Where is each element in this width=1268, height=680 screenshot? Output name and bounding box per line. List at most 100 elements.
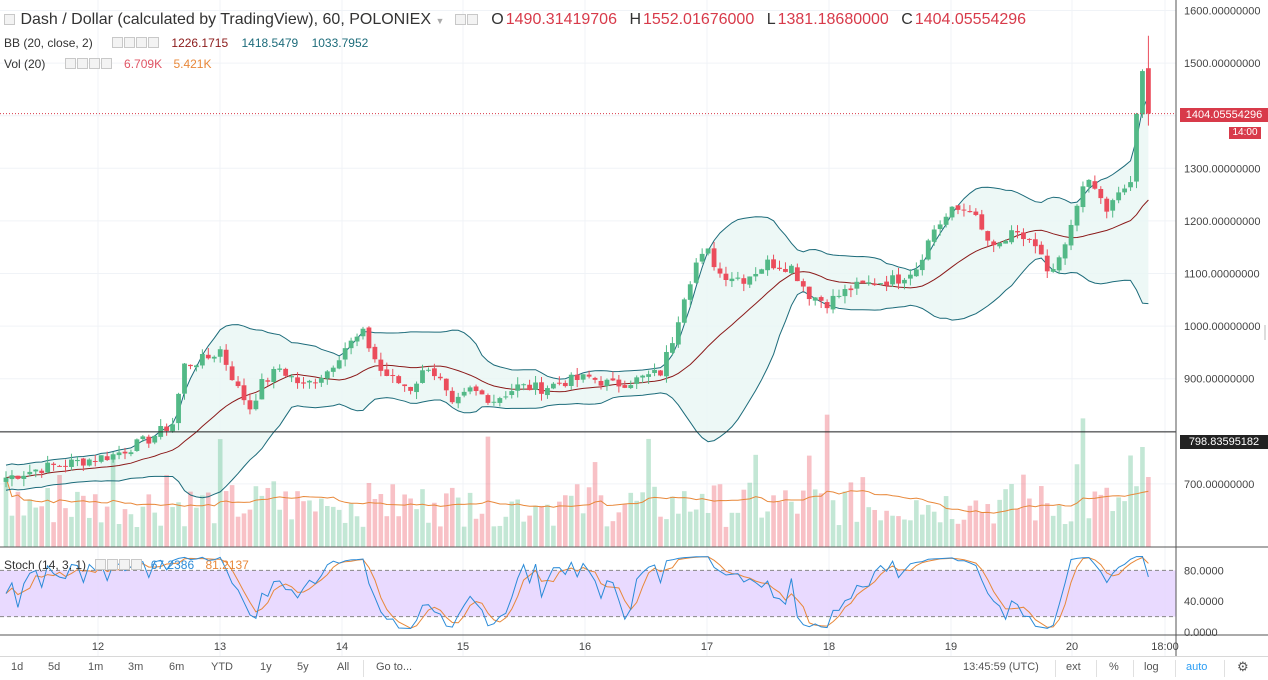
volume-bar <box>860 477 866 547</box>
volume-bar <box>914 500 919 547</box>
eye-icon[interactable] <box>454 14 466 25</box>
candle-body <box>919 259 925 271</box>
volume-bar <box>45 488 50 547</box>
volume-bar <box>783 490 788 547</box>
candle-body <box>652 369 657 373</box>
volume-bar <box>842 491 848 547</box>
range-1y-button[interactable]: 1y <box>260 661 272 673</box>
plus-icon[interactable] <box>119 559 131 570</box>
candle-body <box>366 327 372 349</box>
volume-bar <box>295 491 300 547</box>
time-axis-label: 18 <box>823 641 835 653</box>
range-5y-button[interactable]: 5y <box>297 661 309 673</box>
candle-body <box>21 475 27 479</box>
gear-icon[interactable] <box>107 559 119 570</box>
candle-body <box>628 385 634 389</box>
utc-clock[interactable]: 13:45:59 (UTC) <box>963 661 1039 673</box>
candle-body <box>533 382 538 390</box>
candle-body <box>1128 182 1133 188</box>
volume-bar <box>687 511 693 547</box>
candle-body <box>75 459 80 462</box>
volume-bar <box>461 526 467 547</box>
candle-body <box>955 205 961 210</box>
time-axis-label: 15 <box>457 641 469 653</box>
volume-bar <box>87 517 92 547</box>
time-axis-label: 17 <box>701 641 713 653</box>
candle-body <box>777 267 782 269</box>
ext-toggle[interactable]: ext <box>1066 661 1081 673</box>
candle-body <box>586 374 592 377</box>
close-icon[interactable] <box>100 58 112 69</box>
stoch-indicator-name[interactable]: Stoch (14, 3, 1) <box>4 558 87 572</box>
open-label: O <box>491 11 504 28</box>
range-6m-button[interactable]: 6m <box>169 661 185 673</box>
candle-body <box>318 377 324 383</box>
volume-bar <box>1128 455 1133 547</box>
vol-legend: Vol (20) 6.709K 5.421K <box>4 57 211 71</box>
plus-icon[interactable] <box>136 37 148 48</box>
volume-bar <box>104 506 110 547</box>
range-1d-button[interactable]: 1d <box>11 661 24 673</box>
volume-bar <box>568 495 574 547</box>
time-axis-label: 19 <box>945 641 957 653</box>
candle-body <box>223 349 229 365</box>
volume-bar <box>1033 520 1038 547</box>
stoch-axis[interactable]: 80.0000 40.0000 0.0000 <box>1184 565 1224 639</box>
vol-indicator-name[interactable]: Vol (20) <box>4 57 46 71</box>
candle-body <box>437 376 443 379</box>
eye-icon[interactable] <box>64 58 76 69</box>
symbol-title[interactable]: Dash / Dollar (calculated by TradingView… <box>20 11 432 28</box>
candle-body <box>705 248 711 254</box>
volume-bar <box>896 516 901 547</box>
candle-body <box>116 452 122 456</box>
volume-bar <box>527 515 532 547</box>
volume-bar <box>509 501 515 547</box>
auto-toggle[interactable]: auto <box>1186 661 1208 673</box>
candle-body <box>515 384 521 391</box>
candle-body <box>1146 68 1151 114</box>
volume-bar <box>563 495 568 547</box>
price-axis[interactable]: 1600.00000000 1500.00000000 1300.00000000 1… <box>1184 6 1260 491</box>
range-ytd-button[interactable]: YTD <box>211 661 233 673</box>
bb-indicator-name[interactable]: BB (20, close, 2) <box>4 36 93 50</box>
plus-icon[interactable] <box>88 58 100 69</box>
candle-body <box>1003 240 1008 244</box>
caret-down-icon[interactable]: ▼ <box>435 16 445 26</box>
close-icon[interactable] <box>148 37 160 48</box>
volume-bar <box>991 523 996 547</box>
volume-bar <box>806 455 812 547</box>
low-value: 1381.18680000 <box>777 11 889 28</box>
settings-gear-icon[interactable]: ⚙ <box>1237 659 1249 674</box>
time-axis[interactable]: 12 13 14 15 16 17 18 19 20 18:00 <box>92 641 1179 653</box>
goto-button[interactable]: Go to... <box>376 661 413 673</box>
volume-bar <box>711 485 717 547</box>
candle-body <box>687 284 693 300</box>
gear-icon[interactable] <box>124 37 136 48</box>
candle-body <box>461 391 467 396</box>
volume-bar <box>723 526 729 547</box>
gear-icon[interactable] <box>76 58 88 69</box>
bar-time-tag: 14:00 <box>1229 127 1261 139</box>
candle-body <box>104 456 110 461</box>
candle-body <box>247 400 253 410</box>
divider <box>1224 660 1225 677</box>
gear-icon[interactable] <box>466 14 478 25</box>
range-3m-button[interactable]: 3m <box>128 661 144 673</box>
log-toggle[interactable]: log <box>1144 661 1159 673</box>
candle-body <box>128 452 134 455</box>
candle-body <box>354 336 360 342</box>
candle-body <box>1015 230 1020 233</box>
percent-toggle[interactable]: % <box>1109 661 1119 673</box>
close-icon[interactable] <box>131 559 143 570</box>
collapse-icon[interactable] <box>4 14 15 25</box>
volume-bar <box>253 486 259 547</box>
range-1m-button[interactable]: 1m <box>88 661 104 673</box>
range-all-button[interactable]: All <box>337 661 350 673</box>
candle-body <box>961 209 967 211</box>
candle-body <box>57 465 62 467</box>
close-value: 1404.05554296 <box>914 11 1027 28</box>
eye-icon[interactable] <box>112 37 124 48</box>
eye-icon[interactable] <box>95 559 107 570</box>
range-5d-button[interactable]: 5d <box>48 661 61 673</box>
